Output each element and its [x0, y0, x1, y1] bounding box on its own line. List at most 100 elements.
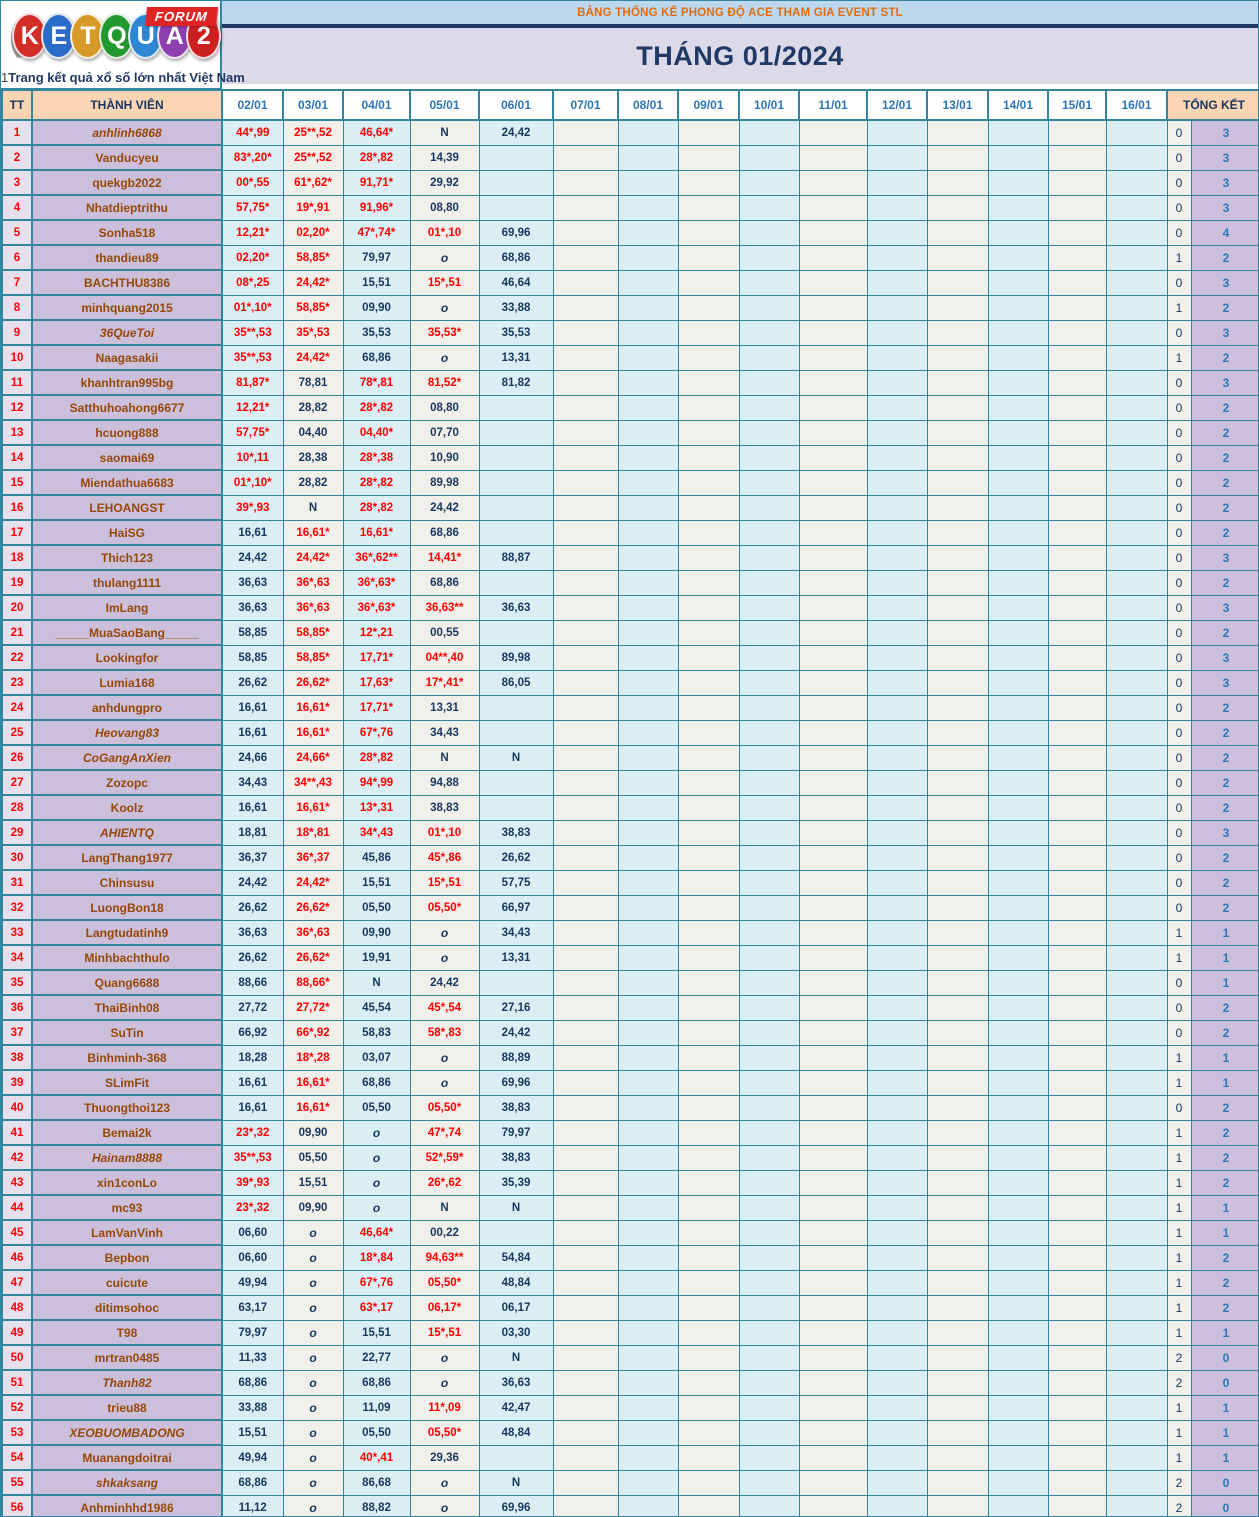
table-row: 37 SuTin 66,92 66*,92 58,83 58*,83 24,42 0 2 — [1, 1019, 1258, 1046]
score-cell — [1047, 619, 1107, 646]
score-cell — [1105, 419, 1168, 446]
score-cell — [1047, 819, 1107, 846]
table-row: 42 Hainam8888 35**,53 05,50 o 52*,59* 38,83 1 2 — [1, 1144, 1258, 1171]
score-cell — [926, 1494, 989, 1516]
score-cell — [987, 594, 1049, 621]
score-cell — [798, 669, 868, 696]
total-right-cell: 3 — [1190, 594, 1258, 621]
total-left-cell: 0 — [1166, 319, 1192, 346]
score-cell — [1105, 919, 1168, 946]
score-cell: 05,50 — [342, 1094, 411, 1121]
total-right-cell: 3 — [1190, 644, 1258, 671]
score-cell — [617, 1294, 679, 1321]
row-number: 14 — [1, 444, 33, 471]
score-cell: 09,90 — [282, 1119, 344, 1146]
table-row: 2 Vanducyeu 83*,20* 25**,52 28*,82 14,39 0 3 — [1, 144, 1258, 171]
score-cell — [738, 1394, 800, 1421]
score-cell: 48,84 — [478, 1269, 554, 1296]
score-cell — [1105, 1169, 1168, 1196]
score-cell: 48,84 — [478, 1419, 554, 1446]
score-cell — [617, 144, 679, 171]
row-number: 38 — [1, 1044, 33, 1071]
total-right-cell: 2 — [1190, 1119, 1258, 1146]
column-header-date: 06/01 — [478, 89, 554, 121]
total-left-cell: 2 — [1166, 1344, 1192, 1371]
score-cell — [866, 1069, 928, 1096]
score-cell — [617, 119, 679, 146]
score-cell — [866, 1294, 928, 1321]
score-cell — [617, 1369, 679, 1396]
score-cell — [926, 444, 989, 471]
score-cell — [926, 719, 989, 746]
score-cell: o — [409, 1044, 480, 1071]
table-row: 12 Satthuhoahong6677 12,21* 28,82 28*,82 08,8… — [1, 394, 1258, 421]
score-cell: N — [478, 1344, 554, 1371]
score-cell — [738, 744, 800, 771]
column-header-date: 15/01 — [1047, 89, 1107, 121]
score-cell — [866, 419, 928, 446]
score-cell — [677, 494, 740, 521]
total-left-cell: 0 — [1166, 844, 1192, 871]
score-cell — [738, 119, 800, 146]
score-cell: 49,94 — [221, 1269, 284, 1296]
score-cell: 07,70 — [409, 419, 480, 446]
score-cell — [552, 219, 619, 246]
score-cell — [798, 469, 868, 496]
score-cell — [617, 1144, 679, 1171]
score-cell — [987, 1194, 1049, 1221]
score-cell: 24,42* — [282, 869, 344, 896]
score-cell — [926, 1069, 989, 1096]
score-cell — [926, 169, 989, 196]
score-cell: 67*,76 — [342, 719, 411, 746]
score-cell — [866, 319, 928, 346]
total-right-cell: 1 — [1190, 1394, 1258, 1421]
score-cell: o — [409, 1369, 480, 1396]
score-cell — [798, 794, 868, 821]
total-right-cell: 2 — [1190, 1269, 1258, 1296]
score-cell: 68,86 — [478, 244, 554, 271]
total-right-cell: 1 — [1190, 1194, 1258, 1221]
score-cell — [866, 819, 928, 846]
score-cell — [866, 544, 928, 571]
column-header-date: 04/01 — [342, 89, 411, 121]
score-cell — [617, 844, 679, 871]
total-right-cell: 2 — [1190, 844, 1258, 871]
score-cell — [677, 519, 740, 546]
total-right-cell: 2 — [1190, 1244, 1258, 1271]
table-row: 50 mrtran0485 11,33 o 22,77 o N 2 0 — [1, 1344, 1258, 1371]
score-cell: 44*,99 — [221, 119, 284, 146]
score-cell — [987, 1069, 1049, 1096]
score-cell: 36*,37 — [282, 844, 344, 871]
score-cell: 05,50 — [342, 894, 411, 921]
score-cell: o — [409, 1469, 480, 1496]
table-row: 44 mc93 23*,32 09,90 o N N 1 1 — [1, 1194, 1258, 1221]
score-cell — [987, 194, 1049, 221]
score-cell: 58*,83 — [409, 1019, 480, 1046]
total-right-cell: 1 — [1190, 1444, 1258, 1471]
row-number: 28 — [1, 794, 33, 821]
score-cell — [926, 119, 989, 146]
score-cell: 28*,82 — [342, 494, 411, 521]
score-cell — [987, 544, 1049, 571]
score-cell — [987, 369, 1049, 396]
score-cell — [552, 894, 619, 921]
row-number: 11 — [1, 369, 33, 396]
total-left-cell: 0 — [1166, 1094, 1192, 1121]
score-cell — [926, 394, 989, 421]
row-number: 5 — [1, 219, 33, 246]
score-cell — [738, 994, 800, 1021]
total-right-cell: 3 — [1190, 194, 1258, 221]
total-right-cell: 2 — [1190, 1144, 1258, 1171]
score-cell: 79,97 — [342, 244, 411, 271]
score-cell: 69,96 — [478, 219, 554, 246]
score-cell: 11,33 — [221, 1344, 284, 1371]
table-row: 25 Heovang83 16,61 16,61* 67*,76 34,43 0 2 — [1, 719, 1258, 746]
score-cell — [987, 919, 1049, 946]
total-right-cell: 0 — [1190, 1469, 1258, 1496]
score-cell — [1047, 1144, 1107, 1171]
score-cell — [677, 1094, 740, 1121]
score-cell — [677, 169, 740, 196]
score-cell — [987, 419, 1049, 446]
